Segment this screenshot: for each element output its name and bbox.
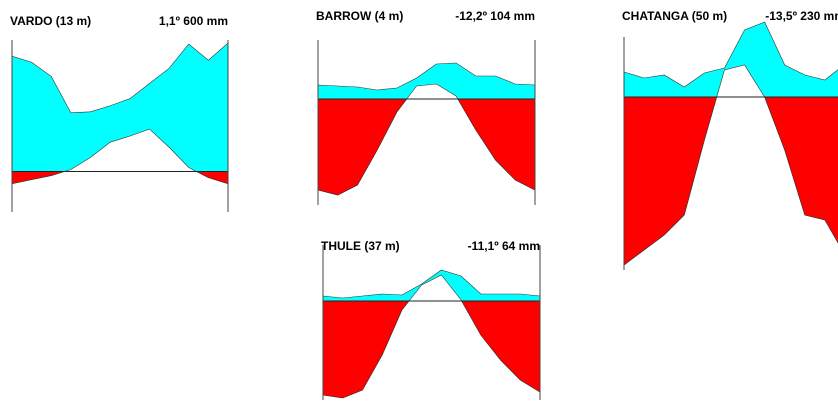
temperature-area: [12, 171, 228, 184]
chart-title: THULE (37 m): [321, 239, 400, 253]
chart-title: BARROW (4 m): [316, 9, 403, 23]
chart-subtitle: -12,2º 104 mm: [455, 9, 535, 23]
chart-title: VARDO (13 m): [10, 14, 91, 28]
temperature-area: [318, 99, 535, 196]
chart-subtitle: -13,5º 230 mm: [765, 9, 838, 23]
chart-subtitle: -11,1º 64 mm: [468, 239, 540, 253]
temperature-area: [323, 301, 540, 399]
chart-subtitle: 1,1º 600 mm: [159, 14, 228, 28]
precipitation-area: [11, 42, 229, 185]
chart-title: CHATANGA (50 m): [622, 9, 727, 23]
temperature-area: [624, 97, 838, 266]
